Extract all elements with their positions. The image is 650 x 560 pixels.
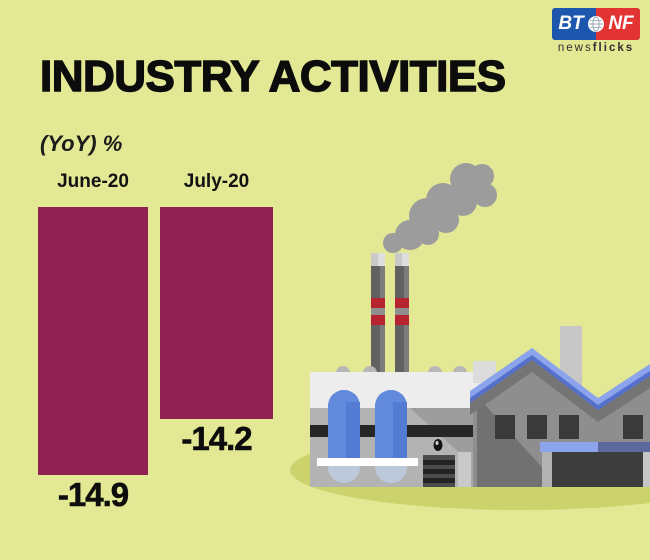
page-title: INDUSTRY ACTIVITIES — [39, 51, 506, 101]
unit-label: (YoY) % — [40, 131, 123, 156]
main-plant-building — [310, 366, 497, 487]
logo-box: BT NF — [552, 8, 640, 40]
bar-july-20 — [160, 207, 273, 419]
newsflicks-logo: BT NF newsflicks — [552, 8, 640, 54]
bar-june-20 — [38, 207, 148, 475]
tagline-flicks: flicks — [592, 42, 635, 54]
bar-value-label-july: -14.2 — [181, 420, 253, 458]
factory-illustration — [290, 163, 650, 510]
bar-value-label-june: -14.9 — [57, 476, 130, 514]
logo-tagline: newsflicks — [552, 42, 640, 54]
bar-category-label-june: June-20 — [57, 171, 129, 192]
smoke-cloud-icon — [383, 163, 497, 253]
bar-category-label-july: July-20 — [183, 171, 250, 192]
warehouse-building — [470, 326, 650, 487]
globe-icon — [588, 16, 604, 32]
smokestacks-icon — [371, 253, 409, 380]
tagline-news: news — [557, 42, 593, 54]
